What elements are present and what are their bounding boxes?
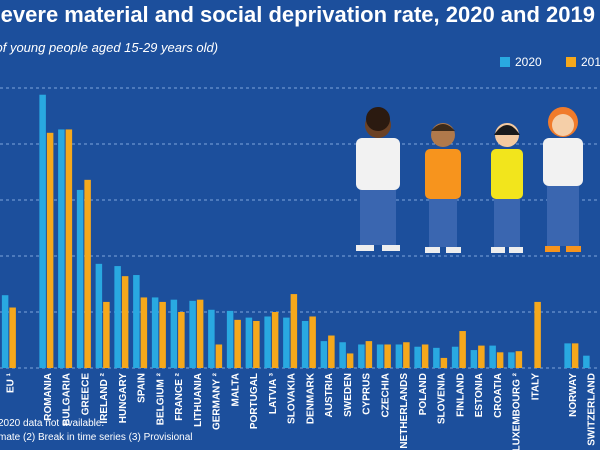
x-tick-label: AUSTRIA [324, 373, 335, 417]
x-tick-label: ITALY [530, 373, 541, 401]
bar [508, 352, 515, 368]
bar [496, 352, 504, 368]
bar [84, 179, 91, 368]
footnote: 2020 data not available. [0, 418, 104, 429]
bar [178, 312, 185, 368]
bar [264, 316, 271, 368]
bar [470, 350, 478, 368]
legend-label: 2020 [515, 55, 542, 69]
bar [103, 301, 110, 368]
x-tick-label: GREECE [80, 373, 91, 416]
x-tick-label: LITHUANIA [193, 373, 204, 427]
bar [376, 344, 384, 368]
x-tick-label: FRANCE ² [174, 372, 185, 420]
x-tick-label: CZECHIA [380, 373, 391, 417]
bar [365, 341, 373, 368]
x-tick-label: LUXEMBOURG ² [512, 372, 523, 450]
bar [208, 309, 215, 368]
legend-swatch [566, 57, 576, 67]
x-tick-label: MALTA [230, 373, 241, 407]
bar [196, 299, 204, 368]
bar [478, 345, 485, 368]
footnote: mate (2) Break in time series (3) Provis… [0, 432, 193, 443]
bar [46, 132, 54, 368]
bar [215, 344, 223, 368]
bar [358, 344, 365, 368]
bar [95, 263, 103, 368]
bar [346, 353, 354, 368]
bar [114, 266, 121, 368]
bar [76, 189, 84, 368]
bar [234, 319, 241, 368]
bar [301, 320, 309, 368]
bar [121, 276, 129, 368]
bar [571, 343, 579, 368]
bar [489, 345, 496, 368]
x-tick-label: IRELAND ² [99, 372, 110, 423]
bar [534, 301, 541, 368]
bar [459, 331, 466, 368]
bar [151, 297, 159, 368]
x-tick-label: HUNGARY [118, 373, 129, 424]
bar [384, 344, 391, 368]
x-tick-label: CROATIA [493, 373, 504, 418]
x-tick-label: SWEDEN [343, 373, 354, 417]
bar [133, 275, 140, 368]
bar [58, 129, 65, 368]
bar [290, 294, 298, 368]
x-tick-label: SLOVAKIA [287, 373, 298, 424]
legend-swatch [500, 57, 510, 67]
x-tick-label: LATVIA ³ [268, 372, 279, 414]
x-tick-label: DENMARK [305, 372, 316, 424]
bar [245, 317, 253, 368]
chart-title: Severe material and social deprivation r… [0, 2, 595, 27]
illustration [356, 107, 583, 253]
x-tick-label: SPAIN [137, 373, 148, 403]
bar [159, 301, 166, 368]
bar [39, 94, 46, 368]
x-tick-label: POLAND [418, 373, 429, 415]
x-tick-label: NETHERLANDS [399, 373, 410, 449]
bar [395, 344, 403, 368]
x-tick-label: NORWAY [568, 373, 579, 417]
bar [339, 342, 346, 368]
bar [1, 295, 9, 368]
bar [564, 343, 571, 368]
bar [451, 346, 459, 368]
bar [515, 351, 523, 368]
x-tick-label: FINLAND [455, 373, 466, 417]
bar [583, 355, 590, 368]
bar [403, 342, 410, 368]
x-tick-label: BULGARIA [62, 373, 73, 426]
bar [271, 312, 279, 368]
x-tick-label: CYPRUS [362, 373, 373, 415]
x-tick-label: BELGIUM ² [155, 372, 166, 425]
x-tick-label: GERMANY ² [212, 372, 223, 430]
bar [140, 297, 148, 368]
bar [414, 346, 421, 368]
bar [283, 317, 290, 368]
bar [170, 299, 178, 368]
chart-subtitle: (% of young people aged 15-29 years old) [0, 40, 218, 55]
bar [65, 129, 73, 368]
legend-label: 2019 [581, 55, 600, 69]
bar [309, 316, 316, 368]
x-tick-label: ESTONIA [474, 373, 485, 417]
bar [189, 300, 196, 368]
bar [433, 347, 440, 368]
bar [226, 310, 234, 368]
bar [440, 357, 448, 368]
bar [320, 341, 328, 368]
x-tick-label: EU ¹ [5, 372, 16, 393]
x-tick-label: PORTUGAL [249, 373, 260, 429]
bar [9, 307, 16, 368]
bar [253, 320, 260, 368]
bar [421, 344, 429, 368]
x-tick-label: SLOVENIA [437, 373, 448, 424]
bar [328, 335, 335, 368]
x-tick-label: SWITZERLAND [587, 373, 598, 446]
x-tick-label: ROMANIA [43, 373, 54, 421]
